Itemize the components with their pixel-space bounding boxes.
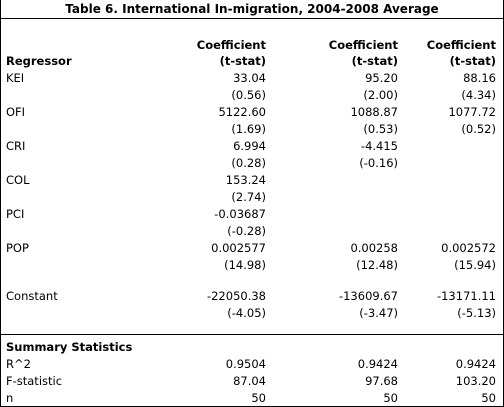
- column-header-3-line2: (t-stat): [449, 54, 496, 68]
- tstat-cell: (-3.47): [359, 306, 398, 320]
- tstat-cell: (15.94): [454, 258, 496, 272]
- summary-cell: 50: [383, 391, 398, 405]
- coef-cell: 95.20: [365, 71, 398, 85]
- summary-cell: 50: [481, 391, 496, 405]
- tstat-cell: (0.53): [363, 122, 398, 136]
- coef-cell: 1077.72: [448, 105, 496, 119]
- row-label-cri: CRI: [6, 139, 26, 153]
- coef-cell: -22050.38: [206, 289, 266, 303]
- summary-cell: 0.9424: [357, 357, 398, 371]
- column-header-3-line1: Coefficient: [426, 38, 496, 52]
- summary-cell: 0.9504: [225, 357, 266, 371]
- tstat-cell: (0.28): [231, 156, 266, 170]
- summary-heading: Summary Statistics: [6, 340, 133, 354]
- row-label-ofi: OFI: [6, 105, 26, 119]
- row-label-kei: KEI: [6, 71, 25, 85]
- column-header-2-line1: Coefficient: [328, 38, 398, 52]
- tstat-cell: (2.00): [363, 88, 398, 102]
- tstat-cell: (1.69): [231, 122, 266, 136]
- tstat-cell: (-0.28): [227, 224, 266, 238]
- tstat-cell: (0.56): [231, 88, 266, 102]
- coef-cell: 0.00258: [350, 241, 398, 255]
- column-header-2: Coefficient (t-stat): [300, 37, 398, 69]
- column-header-1: Coefficient (t-stat): [170, 37, 266, 69]
- tstat-cell: (14.98): [224, 258, 266, 272]
- coef-cell: 1088.87: [350, 105, 398, 119]
- tstat-cell: (-0.16): [359, 156, 398, 170]
- column-header-3: Coefficient (t-stat): [400, 37, 496, 69]
- column-header-2-line2: (t-stat): [351, 54, 398, 68]
- column-header-1-line2: (t-stat): [219, 54, 266, 68]
- row-label-constant: Constant: [6, 289, 58, 303]
- row-label-col: COL: [6, 173, 30, 187]
- row-label-n: n: [6, 391, 14, 405]
- tstat-cell: (4.34): [461, 88, 496, 102]
- tstat-cell: (2.74): [231, 190, 266, 204]
- row-label-pci: PCI: [6, 207, 25, 221]
- summary-cell: 0.9424: [455, 357, 496, 371]
- row-label-pop: POP: [6, 241, 29, 255]
- tstat-cell: (-5.13): [457, 306, 496, 320]
- coef-cell: 5122.60: [218, 105, 266, 119]
- tstat-cell: (-4.05): [227, 306, 266, 320]
- row-label-f-statistic: F-statistic: [6, 374, 63, 388]
- column-header-1-line1: Coefficient: [196, 38, 266, 52]
- coef-cell: -13171.11: [436, 289, 496, 303]
- row-label-r2: R^2: [6, 357, 31, 371]
- summary-cell: 97.68: [365, 374, 398, 388]
- coef-cell: 33.04: [233, 71, 266, 85]
- summary-divider: [0, 334, 504, 335]
- coef-cell: -4.415: [360, 139, 398, 153]
- coef-cell: 6.994: [233, 139, 266, 153]
- tstat-cell: (12.48): [356, 258, 398, 272]
- coef-cell: 88.16: [463, 71, 496, 85]
- coef-cell: 0.002577: [211, 241, 266, 255]
- coef-cell: 153.24: [225, 173, 266, 187]
- coef-cell: 0.002572: [441, 241, 496, 255]
- left-border: [0, 0, 1, 407]
- tstat-cell: (0.52): [461, 122, 496, 136]
- coef-cell: -13609.67: [338, 289, 398, 303]
- regressor-header: Regressor: [6, 54, 72, 68]
- summary-cell: 50: [251, 391, 266, 405]
- summary-cell: 103.20: [455, 374, 496, 388]
- table-title: Table 6. International In-migration, 200…: [0, 0, 504, 19]
- coef-cell: -0.03687: [214, 207, 266, 221]
- summary-cell: 87.04: [233, 374, 266, 388]
